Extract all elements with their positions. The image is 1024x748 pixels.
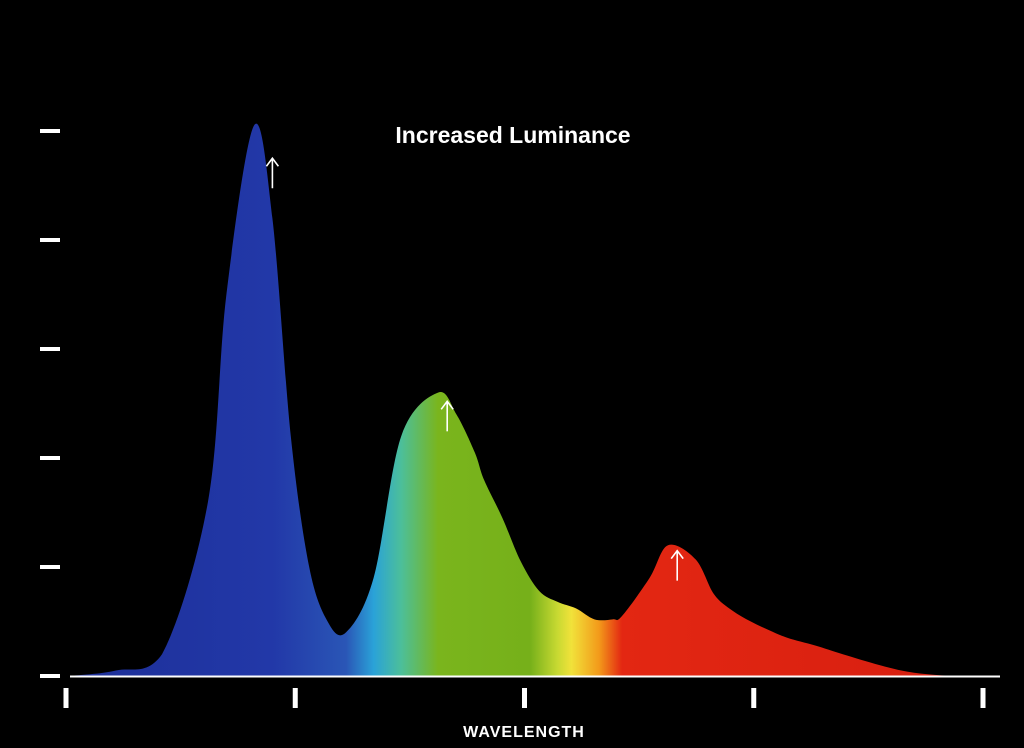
- y-tick-mark: [40, 129, 60, 133]
- peak-arrow-head: [440, 399, 454, 410]
- axes-layer: [40, 129, 1000, 708]
- y-tick-mark: [40, 238, 60, 242]
- peak-annotation-layer: [265, 156, 684, 581]
- x-tick-mark: [522, 688, 527, 708]
- x-tick-mark: [63, 688, 69, 708]
- peak-arrow-head: [265, 156, 280, 167]
- x-axis-label: WAVELENGTH: [463, 724, 585, 741]
- y-tick-mark: [40, 674, 60, 678]
- peak-arrow-head: [670, 549, 684, 560]
- peak-arrow-icon: [265, 156, 280, 189]
- x-tick-mark: [292, 688, 298, 708]
- y-tick-mark: [40, 456, 60, 460]
- x-tick-mark: [980, 688, 986, 708]
- spectrum-area-layer: [70, 123, 990, 677]
- y-tick-mark: [40, 347, 60, 351]
- spectrum-area: [70, 123, 990, 677]
- peak-arrow-icon: [440, 399, 454, 432]
- y-tick-mark: [40, 565, 60, 569]
- peak-arrow-icon: [670, 549, 684, 581]
- chart-title: Increased Luminance: [395, 122, 630, 148]
- x-tick-mark: [751, 688, 757, 708]
